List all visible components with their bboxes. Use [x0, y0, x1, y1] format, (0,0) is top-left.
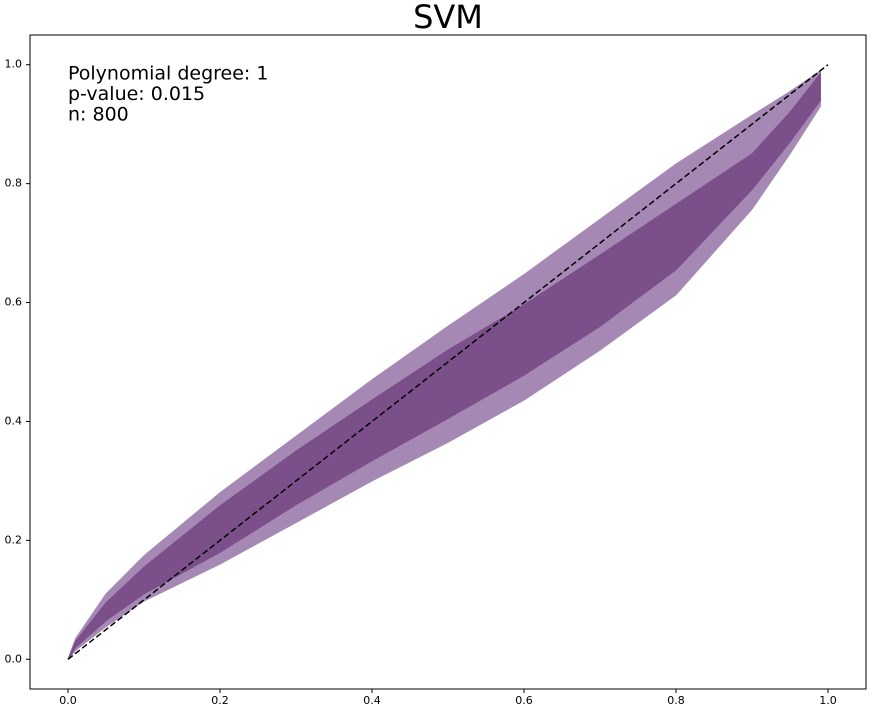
x-tick-label: 0.2	[211, 694, 229, 707]
y-tick-label: 0.8	[5, 177, 23, 190]
x-tick-label: 0.4	[363, 694, 381, 707]
y-tick-label: 0.4	[5, 414, 23, 427]
x-tick-label: 1.0	[819, 694, 837, 707]
x-tick-label: 0.0	[59, 694, 77, 707]
annotation: n: 800	[68, 104, 129, 126]
plot-frame	[29, 34, 867, 690]
y-tick-label: 0.6	[5, 296, 23, 309]
x-tick-label: 0.6	[515, 694, 533, 707]
reference-line	[67, 64, 829, 660]
annotation: Polynomial degree: 1	[68, 63, 268, 85]
y-tick-label: 1.0	[5, 58, 23, 71]
y-tick-label: 0.2	[5, 533, 23, 546]
annotation: p-value: 0.015	[68, 83, 205, 105]
y-tick-label: 0.0	[5, 652, 23, 665]
chart-title: SVM	[413, 0, 483, 36]
x-tick-label: 0.8	[667, 694, 685, 707]
